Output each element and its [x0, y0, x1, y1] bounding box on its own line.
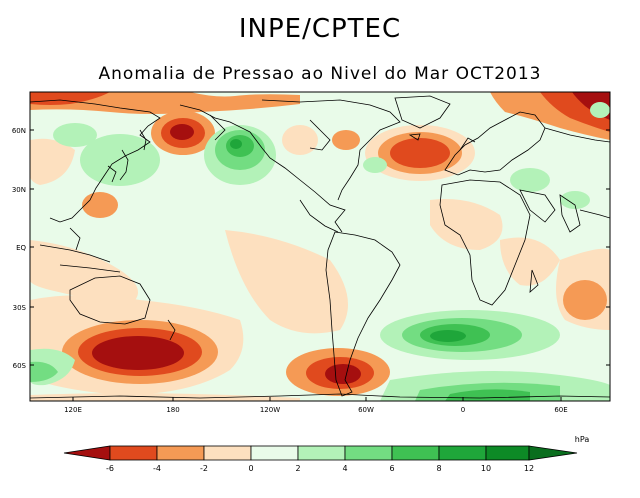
colorbar-tick-4: 4: [342, 464, 347, 473]
colorbar-segment-n4-n2: [156, 445, 205, 461]
lat-label-30n: 30N: [12, 186, 26, 194]
lon-label-60e: 60E: [554, 406, 567, 414]
positive-anomaly-regions: [30, 102, 610, 401]
colorbar-segment-0-2: [250, 445, 299, 461]
colorbar-tick-n2: -2: [200, 464, 208, 473]
colorbar-tick-0: 0: [248, 464, 253, 473]
map-title: INPE/CPTEC: [238, 14, 402, 44]
colorbar-segment-8-10: [438, 445, 487, 461]
colorbar-segment-6-8: [391, 445, 440, 461]
slight-negative-regions: [30, 125, 560, 334]
lon-label-60w: 60W: [358, 406, 374, 414]
colorbar-unit: hPa: [575, 435, 590, 444]
lon-label-120e: 120E: [64, 406, 82, 414]
colorbar-segment-4-6: [344, 445, 393, 461]
lon-label-120w: 120W: [260, 406, 280, 414]
colorbar-tick-8: 8: [436, 464, 441, 473]
anomaly-map: [30, 92, 610, 401]
lat-label-eq: EQ: [16, 244, 26, 252]
colorbar-segment-10-12: [485, 445, 530, 461]
lon-label-0: 0: [461, 406, 465, 414]
latitude-axis: [30, 129, 610, 366]
lat-label-30s: 30S: [13, 304, 27, 312]
lon-label-180: 180: [166, 406, 179, 414]
colorbar-segment-le-6: [63, 445, 111, 461]
colorbar-tick-6: 6: [389, 464, 394, 473]
colorbar-tick-n6: -6: [106, 464, 114, 473]
colorbar-tick-n4: -4: [153, 464, 161, 473]
coastlines: [30, 95, 610, 399]
colorbar-segment-n2-0: [203, 445, 252, 461]
colorbar-segment-2-4: [297, 445, 346, 461]
colorbar-tick-12: 12: [524, 464, 534, 473]
colorbar-segment-ge12: [528, 445, 578, 461]
colorbar-tick-2: 2: [295, 464, 300, 473]
map-subtitle: Anomalia de Pressao ao Nivel do Mar OCT2…: [98, 64, 542, 84]
negative-anomaly-regions: [30, 92, 610, 401]
colorbar-segment-n6-n4: [109, 445, 158, 461]
colorbar: [63, 445, 578, 461]
colorbar-tick-10: 10: [481, 464, 491, 473]
lat-label-60n: 60N: [12, 127, 26, 135]
lat-label-60s: 60S: [13, 362, 27, 370]
longitude-axis: [72, 397, 562, 401]
